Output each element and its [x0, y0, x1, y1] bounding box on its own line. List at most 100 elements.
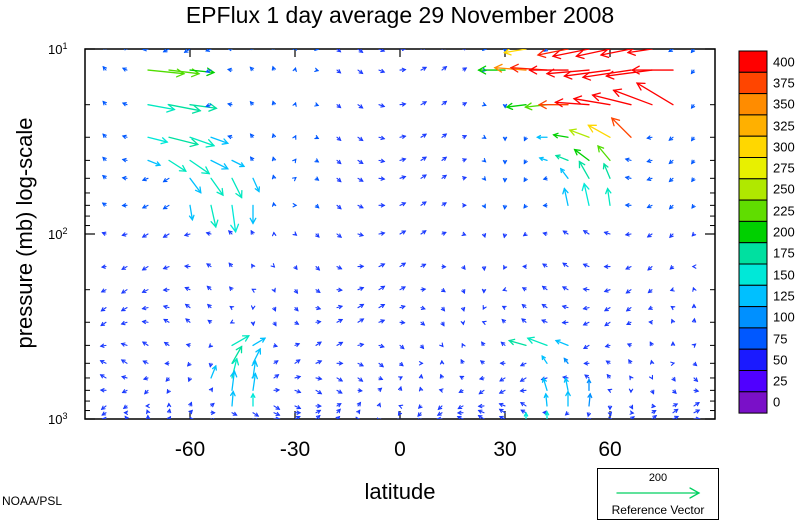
flux-arrow: [481, 233, 487, 239]
flux-arrow: [162, 233, 170, 238]
flux-arrow: [503, 264, 508, 270]
flux-arrow: [336, 69, 342, 74]
flux-arrow: [587, 124, 611, 138]
flux-arrow: [185, 318, 191, 323]
flux-arrow: [292, 101, 297, 107]
flux-arrow: [271, 287, 276, 293]
flux-arrow: [460, 320, 465, 326]
flux-arrow: [101, 231, 107, 236]
flux-arrow: [481, 203, 486, 209]
flux-arrow: [141, 319, 149, 325]
flux-arrow: [502, 177, 508, 183]
flux-arrow: [440, 306, 446, 312]
flux-arrow: [554, 339, 569, 347]
colorbar-swatch: [738, 263, 768, 286]
flux-arrow: [523, 159, 528, 165]
flux-arrow: [335, 415, 341, 419]
flux-arrow: [168, 159, 187, 172]
flux-arrow: [271, 65, 276, 71]
flux-arrow: [293, 289, 299, 294]
flux-arrow: [587, 392, 593, 407]
flux-arrow: [398, 361, 404, 367]
flux-arrow: [499, 377, 506, 382]
colorbar-swatch: [738, 71, 768, 95]
flux-arrow: [250, 229, 255, 235]
colorbar-label: 0: [773, 394, 781, 410]
flux-arrow: [417, 404, 423, 409]
flux-arrow: [146, 409, 151, 415]
flux-arrow: [439, 359, 445, 365]
flux-arrow: [562, 187, 569, 206]
flux-arrow: [183, 49, 191, 53]
flux-arrow: [227, 102, 233, 107]
flux-arrow: [545, 68, 590, 78]
flux-arrow: [646, 135, 653, 140]
flux-arrow: [99, 343, 107, 348]
flux-arrow: [336, 403, 342, 408]
flux-arrow: [461, 265, 466, 270]
flux-arrow: [336, 318, 344, 323]
flux-arrow: [189, 416, 194, 419]
flux-arrow: [669, 233, 674, 239]
flux-arrow: [502, 159, 508, 165]
flux-arrow: [357, 342, 365, 348]
flux-arrow: [271, 156, 277, 162]
flux-arrow: [441, 231, 447, 236]
flux-arrow: [565, 390, 571, 407]
flux-arrow: [205, 103, 212, 108]
flux-arrow: [440, 321, 445, 327]
colorbar-label: 375: [773, 75, 795, 91]
flux-arrow: [314, 158, 320, 163]
flux-arrow: [582, 230, 590, 235]
flux-arrow: [507, 338, 527, 347]
flux-arrow: [670, 341, 676, 346]
flux-arrow: [460, 358, 465, 364]
flux-arrow: [399, 202, 407, 207]
flux-arrow: [668, 177, 674, 183]
colorbar-swatch: [738, 50, 768, 73]
flux-arrow: [314, 176, 320, 181]
flux-arrow: [294, 389, 302, 394]
flux-arrow: [691, 177, 696, 183]
flux-arrow: [184, 286, 191, 291]
flux-arrow: [355, 416, 360, 419]
flux-arrow: [336, 159, 342, 165]
flux-arrow: [292, 203, 298, 208]
reference-vector-arrow: [616, 487, 701, 499]
flux-arrow: [584, 374, 590, 379]
flux-arrow: [564, 411, 570, 416]
flux-arrow: [649, 374, 654, 380]
flux-arrow: [561, 304, 569, 310]
flux-arrow: [691, 317, 697, 323]
flux-arrow: [607, 405, 613, 411]
flux-arrow: [121, 389, 128, 394]
flux-arrow: [292, 49, 297, 51]
flux-arrow: [541, 377, 548, 391]
flux-arrow: [462, 176, 468, 181]
flux-arrow: [141, 341, 149, 346]
flux-arrow: [273, 360, 279, 365]
flux-arrow: [294, 359, 301, 364]
flux-arrow: [399, 304, 406, 310]
flux-arrow: [336, 341, 344, 346]
flux-arrow: [604, 343, 611, 348]
flux-arrow: [543, 392, 549, 407]
flux-arrow: [166, 402, 172, 408]
flux-arrow: [502, 103, 508, 109]
flux-arrow: [208, 343, 214, 348]
flux-arrow: [120, 359, 128, 364]
flux-arrow: [123, 410, 129, 415]
flux-arrow: [272, 321, 277, 327]
colorbar-swatch: [738, 220, 768, 244]
flux-arrow: [523, 177, 528, 183]
flux-arrow: [541, 319, 548, 324]
flux-arrow: [357, 377, 364, 382]
flux-arrow: [378, 135, 386, 141]
colorbar-label: 75: [773, 331, 788, 347]
flux-arrow: [210, 410, 216, 415]
flux-arrow: [610, 117, 632, 138]
flux-arrow: [315, 341, 322, 346]
flux-arrow: [205, 231, 212, 236]
flux-arrow: [271, 201, 277, 207]
flux-arrow: [377, 387, 383, 393]
